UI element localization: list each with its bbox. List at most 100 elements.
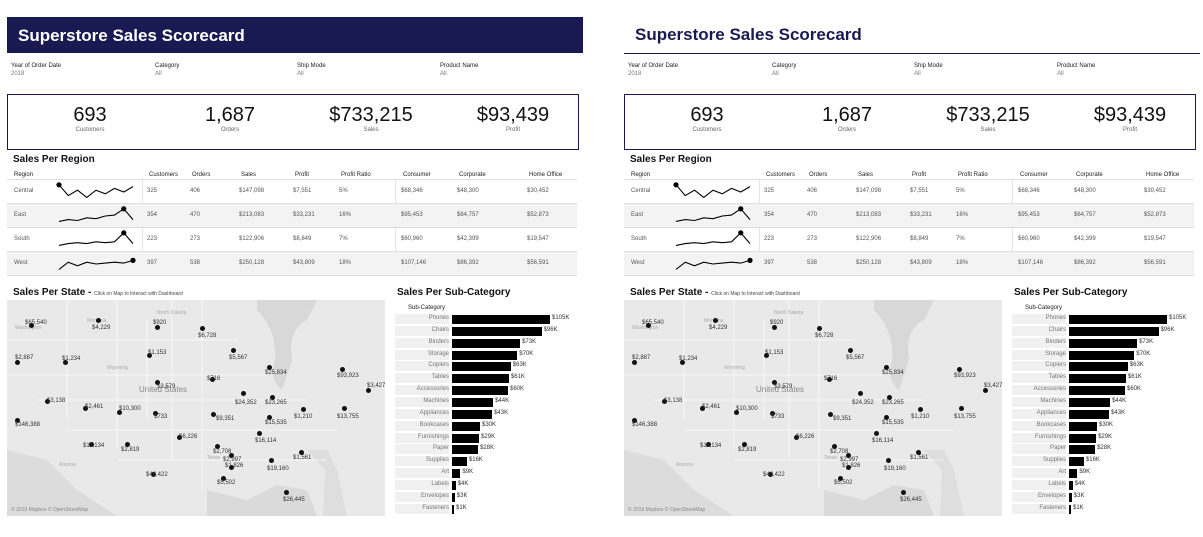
bar-row[interactable]: Phones $105K: [395, 314, 590, 324]
state-sales-marker[interactable]: [713, 318, 718, 323]
bar-row[interactable]: Tables $61K: [1012, 373, 1203, 384]
state-sales-marker[interactable]: [646, 323, 651, 328]
bar-row[interactable]: Art $9K: [395, 468, 590, 478]
state-sales-marker[interactable]: [846, 465, 851, 470]
bar-row[interactable]: Fasteners $1K: [395, 503, 590, 514]
bar[interactable]: [452, 421, 480, 431]
state-sales-marker[interactable]: [901, 490, 906, 495]
bar[interactable]: [452, 433, 480, 443]
state-sales-marker[interactable]: [918, 407, 923, 412]
bar[interactable]: [1069, 338, 1138, 348]
state-sales-marker[interactable]: [706, 442, 711, 447]
bar[interactable]: [1069, 409, 1110, 419]
state-sales-marker[interactable]: [270, 395, 275, 400]
bar-row[interactable]: Furnishings $29K: [395, 432, 590, 443]
table-row[interactable]: West 397 538 $250,128 $43,809 18% $107,146 $86,…: [7, 252, 577, 276]
filter-ship-mode[interactable]: Ship Mode All: [914, 62, 943, 78]
state-sales-marker[interactable]: [83, 406, 88, 411]
state-sales-marker[interactable]: [366, 388, 371, 393]
bar-row[interactable]: Copiers $63K: [395, 361, 590, 372]
bar-row[interactable]: Accessories $60K: [1012, 385, 1203, 396]
state-sales-marker[interactable]: [858, 391, 863, 396]
state-sales-marker[interactable]: [957, 367, 962, 372]
state-sales-marker[interactable]: [155, 380, 160, 385]
bar-row[interactable]: Supplies $16K: [1012, 456, 1203, 467]
bar[interactable]: [452, 492, 455, 502]
state-sales-marker[interactable]: [267, 415, 272, 420]
state-sales-marker[interactable]: [764, 353, 769, 358]
state-sales-marker[interactable]: [827, 377, 832, 382]
bar[interactable]: [452, 315, 550, 324]
bar-row[interactable]: Binders $73K: [1012, 337, 1203, 348]
bar[interactable]: [452, 504, 454, 514]
state-sales-marker[interactable]: [229, 465, 234, 470]
state-sales-marker[interactable]: [680, 360, 685, 365]
bar[interactable]: [1069, 457, 1084, 467]
state-sales-marker[interactable]: [916, 450, 921, 455]
bar-row[interactable]: Machines $44K: [1012, 396, 1203, 407]
bar-row[interactable]: Furnishings $29K: [1012, 432, 1203, 443]
state-sales-marker[interactable]: [838, 476, 843, 481]
bar-row[interactable]: Tables $61K: [395, 373, 590, 384]
bar[interactable]: [1069, 433, 1097, 443]
state-sales-marker[interactable]: [742, 442, 747, 447]
bar-row[interactable]: Bookcases $30K: [1012, 420, 1203, 431]
state-sales-marker[interactable]: [794, 435, 799, 440]
bar[interactable]: [452, 326, 542, 336]
bar-row[interactable]: Chairs $96K: [1012, 325, 1203, 336]
bar[interactable]: [1069, 326, 1159, 336]
bar[interactable]: [1069, 421, 1097, 431]
bar[interactable]: [1069, 350, 1135, 360]
bar[interactable]: [1069, 397, 1111, 407]
state-sales-marker[interactable]: [211, 412, 216, 417]
bar[interactable]: [452, 457, 467, 467]
filter-category[interactable]: Category All: [155, 62, 179, 78]
state-sales-marker[interactable]: [96, 318, 101, 323]
bar[interactable]: [452, 362, 511, 372]
filter-year-of-order-date[interactable]: Year of Order Date 2018: [11, 62, 61, 78]
filter-value[interactable]: 2018: [628, 71, 642, 77]
state-sales-marker[interactable]: [959, 406, 964, 411]
state-sales-marker[interactable]: [772, 380, 777, 385]
bar[interactable]: [452, 409, 493, 419]
filter-value[interactable]: All: [914, 71, 921, 77]
state-sales-marker[interactable]: [155, 325, 160, 330]
state-sales-marker[interactable]: [700, 406, 705, 411]
filter-product-name[interactable]: Product Name All: [440, 62, 478, 78]
table-row[interactable]: South 223 273 $122,906 $8,849 7% $60,960 $42,39…: [7, 228, 577, 252]
bar[interactable]: [452, 397, 494, 407]
bar[interactable]: [452, 469, 461, 478]
state-sales-marker[interactable]: [125, 442, 130, 447]
state-sales-marker[interactable]: [632, 360, 637, 365]
state-sales-marker[interactable]: [29, 323, 34, 328]
us-sales-map[interactable]: WashingtonMontanaNorth DakotaWyomingUnit…: [7, 300, 385, 516]
state-sales-marker[interactable]: [221, 476, 226, 481]
bar-row[interactable]: Binders $73K: [395, 337, 590, 348]
state-sales-marker[interactable]: [257, 431, 262, 436]
state-sales-marker[interactable]: [153, 411, 158, 416]
state-sales-marker[interactable]: [817, 326, 822, 331]
filter-value[interactable]: All: [772, 71, 779, 77]
state-sales-marker[interactable]: [151, 472, 156, 477]
bar-row[interactable]: Paper $28K: [395, 444, 590, 455]
bar-row[interactable]: Machines $44K: [395, 396, 590, 407]
bar-row[interactable]: Supplies $16K: [395, 456, 590, 467]
bar-row[interactable]: Envelopes $3K: [395, 491, 590, 502]
bar[interactable]: [452, 386, 508, 396]
filter-ship-mode[interactable]: Ship Mode All: [297, 62, 326, 78]
state-sales-marker[interactable]: [772, 325, 777, 330]
state-sales-marker[interactable]: [768, 472, 773, 477]
state-sales-marker[interactable]: [301, 407, 306, 412]
state-sales-marker[interactable]: [887, 395, 892, 400]
state-sales-marker[interactable]: [269, 458, 274, 463]
state-sales-marker[interactable]: [200, 326, 205, 331]
state-sales-marker[interactable]: [828, 412, 833, 417]
bar[interactable]: [1069, 480, 1073, 490]
state-sales-marker[interactable]: [662, 399, 667, 404]
table-row[interactable]: West 397 538 $250,128 $43,809 18% $107,146 $86,…: [624, 252, 1194, 276]
filter-category[interactable]: Category All: [772, 62, 796, 78]
state-sales-marker[interactable]: [848, 348, 853, 353]
bar-row[interactable]: Paper $28K: [1012, 444, 1203, 455]
state-sales-marker[interactable]: [15, 360, 20, 365]
bar[interactable]: [452, 445, 479, 455]
